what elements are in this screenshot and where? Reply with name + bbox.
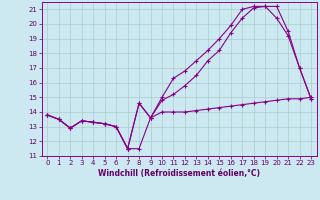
X-axis label: Windchill (Refroidissement éolien,°C): Windchill (Refroidissement éolien,°C) bbox=[98, 169, 260, 178]
